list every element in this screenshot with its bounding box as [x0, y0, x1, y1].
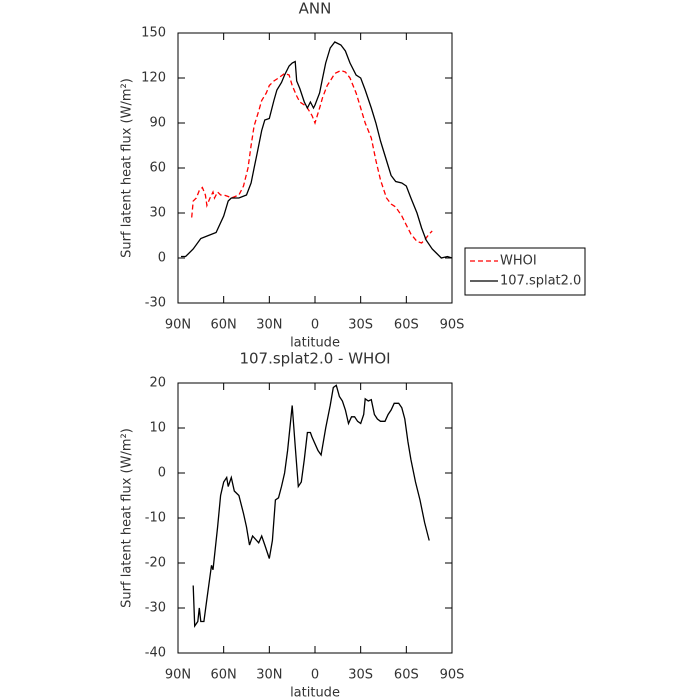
x-tick-label: 30S [348, 318, 373, 333]
y-tick-label: 0 [158, 466, 166, 481]
y-tick-label: 10 [149, 421, 166, 436]
x-tick-label: 0 [311, 668, 319, 683]
x-tick-label: 30N [256, 668, 282, 683]
x-tick-label: 60S [394, 318, 419, 333]
y-tick-label: -20 [145, 556, 166, 571]
x-tick-label: 90N [165, 668, 191, 683]
y-axis-label: Surf latent heat flux (W/m²) [120, 428, 135, 608]
x-tick-label: 30S [348, 668, 373, 683]
data-line [181, 41, 453, 259]
y-axis-label: Surf latent heat flux (W/m²) [120, 78, 135, 258]
y-tick-label: 60 [149, 161, 166, 176]
y-tick-label: 90 [149, 116, 166, 131]
x-axis-label: latitude [290, 686, 340, 700]
x-axis-label: latitude [290, 336, 340, 351]
x-tick-label: 90N [165, 318, 191, 333]
legend-box [464, 247, 586, 296]
x-tick-label: 60N [211, 318, 237, 333]
plot-frame [177, 32, 453, 304]
y-tick-label: 30 [149, 206, 166, 221]
y-tick-label: 20 [149, 376, 166, 391]
data-line [191, 69, 433, 244]
y-tick-label: 0 [158, 251, 166, 266]
y-tick-label: -30 [145, 296, 166, 311]
x-tick-label: 60S [394, 668, 419, 683]
legend-label: 107.splat2.0 [500, 274, 581, 289]
x-tick-label: 30N [256, 318, 282, 333]
data-line [192, 384, 430, 628]
x-tick-label: 0 [311, 318, 319, 333]
y-tick-label: -10 [145, 511, 166, 526]
x-tick-label: 60N [211, 668, 237, 683]
chart-title: 107.splat2.0 - WHOI [239, 350, 390, 368]
y-tick-label: 150 [141, 26, 166, 41]
legend-label: WHOI [500, 254, 537, 269]
y-tick-label: -30 [145, 601, 166, 616]
chart-title: ANN [299, 0, 332, 18]
y-tick-label: 120 [141, 71, 166, 86]
x-tick-label: 90S [440, 318, 465, 333]
y-tick-label: -40 [145, 646, 166, 661]
x-tick-label: 90S [440, 668, 465, 683]
